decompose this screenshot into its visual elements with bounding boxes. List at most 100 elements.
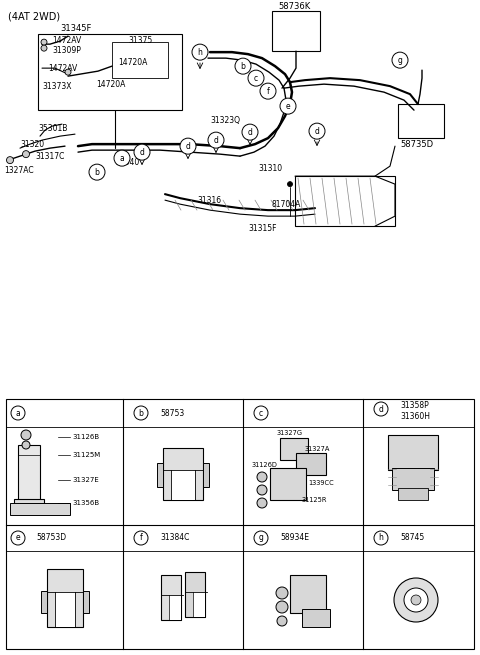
Text: 58745: 58745 <box>400 534 424 542</box>
Text: d: d <box>314 126 319 136</box>
Bar <box>392 468 434 490</box>
Text: 58753D: 58753D <box>36 534 66 542</box>
Circle shape <box>180 138 196 154</box>
Text: 58736K: 58736K <box>278 2 310 10</box>
Text: d: d <box>248 128 252 137</box>
Circle shape <box>192 44 208 60</box>
Text: d: d <box>140 147 144 157</box>
Text: b: b <box>139 409 144 417</box>
Circle shape <box>242 124 258 140</box>
Bar <box>157 463 163 487</box>
Text: g: g <box>397 56 402 65</box>
Bar <box>203 463 209 487</box>
Text: 31375: 31375 <box>128 35 152 45</box>
Circle shape <box>89 164 105 180</box>
Text: 31327G: 31327G <box>277 430 303 436</box>
Bar <box>388 435 438 470</box>
Circle shape <box>134 144 150 160</box>
Bar <box>55 592 75 627</box>
Text: (4AT 2WD): (4AT 2WD) <box>8 11 60 21</box>
Text: d: d <box>379 405 384 413</box>
Bar <box>296 453 326 475</box>
Circle shape <box>374 402 388 416</box>
Text: d: d <box>214 136 218 145</box>
Bar <box>14 499 44 507</box>
Text: h: h <box>198 48 203 56</box>
Circle shape <box>114 150 130 166</box>
Text: f: f <box>266 86 269 96</box>
Bar <box>47 569 83 627</box>
Circle shape <box>288 181 292 187</box>
Text: 31358P
31360H: 31358P 31360H <box>400 401 430 421</box>
Circle shape <box>134 406 148 420</box>
Text: a: a <box>120 154 124 162</box>
Circle shape <box>257 485 267 495</box>
Circle shape <box>65 69 71 75</box>
Text: c: c <box>259 409 263 417</box>
Text: 58753: 58753 <box>160 409 184 417</box>
Circle shape <box>41 45 47 51</box>
Circle shape <box>254 406 268 420</box>
Text: 31125M: 31125M <box>72 452 100 458</box>
Circle shape <box>248 70 264 86</box>
Circle shape <box>134 531 148 545</box>
Bar <box>169 595 181 620</box>
Bar <box>290 575 326 613</box>
Text: 31373X: 31373X <box>42 82 72 90</box>
Circle shape <box>22 441 30 449</box>
Circle shape <box>254 531 268 545</box>
Circle shape <box>404 588 428 612</box>
Text: 58735D: 58735D <box>400 140 433 149</box>
Bar <box>171 470 195 500</box>
Bar <box>161 575 181 620</box>
Text: 1472AV: 1472AV <box>48 64 77 73</box>
Text: b: b <box>240 62 245 71</box>
Bar <box>10 503 70 515</box>
Circle shape <box>208 132 224 148</box>
Circle shape <box>374 531 388 545</box>
Text: 1327AC: 1327AC <box>4 166 34 175</box>
Bar <box>41 591 47 613</box>
Circle shape <box>276 587 288 599</box>
Text: 31323Q: 31323Q <box>210 116 240 124</box>
Text: 31356B: 31356B <box>72 500 99 506</box>
Bar <box>38 34 182 110</box>
Text: 14720A: 14720A <box>118 58 147 67</box>
Bar <box>272 11 320 51</box>
Bar <box>193 592 205 617</box>
Text: g: g <box>259 534 264 542</box>
Text: 31315F: 31315F <box>248 223 276 233</box>
Text: 35301B: 35301B <box>38 124 67 133</box>
Circle shape <box>280 98 296 114</box>
Bar <box>302 609 330 627</box>
Circle shape <box>392 52 408 68</box>
Bar <box>295 176 395 226</box>
Text: d: d <box>186 141 191 151</box>
Circle shape <box>7 157 13 164</box>
Circle shape <box>21 430 31 440</box>
Text: 14720A: 14720A <box>96 80 125 88</box>
Circle shape <box>277 616 287 626</box>
Text: 31310: 31310 <box>258 164 282 173</box>
Circle shape <box>411 595 421 605</box>
Text: 31327A: 31327A <box>305 446 330 452</box>
Text: a: a <box>16 409 20 417</box>
Bar <box>270 468 306 500</box>
Circle shape <box>276 601 288 613</box>
Text: f: f <box>140 534 143 542</box>
Text: 31384C: 31384C <box>160 534 190 542</box>
Bar <box>112 42 168 78</box>
Bar <box>280 438 308 460</box>
Text: 31309P: 31309P <box>52 46 81 54</box>
Circle shape <box>235 58 251 74</box>
Text: 31126B: 31126B <box>72 434 99 440</box>
Circle shape <box>260 83 276 99</box>
Bar <box>398 488 428 500</box>
Text: 31345F: 31345F <box>60 24 91 33</box>
Text: e: e <box>16 534 20 542</box>
Text: 31126D: 31126D <box>252 462 278 468</box>
Text: 31317C: 31317C <box>35 152 64 160</box>
Text: 31327E: 31327E <box>72 477 99 483</box>
Circle shape <box>394 578 438 622</box>
Bar <box>83 591 89 613</box>
